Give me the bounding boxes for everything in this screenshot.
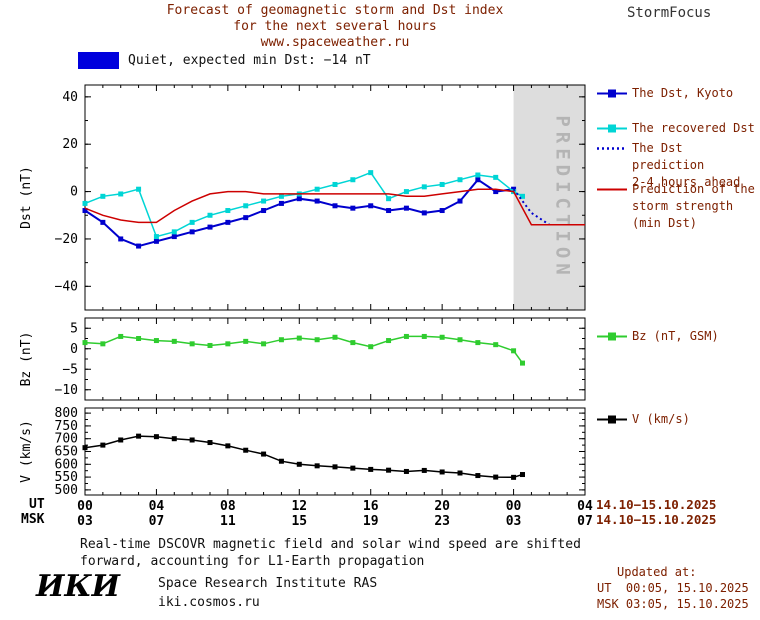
date-range-msk: 14.10−15.10.2025 (596, 512, 717, 527)
svg-text:00: 00 (77, 499, 93, 514)
legend-dst-prediction: The Dst prediction 2-4 hours ahead (597, 140, 760, 191)
svg-text:15: 15 (291, 514, 307, 529)
svg-text:19: 19 (363, 514, 379, 529)
title-line-1: Forecast of geomagnetic storm and Dst in… (166, 3, 504, 18)
svg-text:07: 07 (577, 514, 593, 529)
svg-text:550: 550 (55, 470, 78, 485)
svg-text:−40: −40 (55, 279, 78, 294)
svg-text:03: 03 (506, 514, 522, 529)
svg-text:07: 07 (149, 514, 165, 529)
svg-text:20: 20 (62, 137, 78, 152)
svg-text:08: 08 (220, 499, 236, 514)
series-marker-square-icon (597, 124, 627, 133)
series-marker-dotted-icon (597, 147, 627, 150)
svg-text:20: 20 (434, 499, 450, 514)
series-marker-square-icon (597, 332, 627, 341)
date-range-ut: 14.10−15.10.2025 (596, 497, 717, 512)
svg-text:11: 11 (220, 514, 236, 529)
svg-text:0: 0 (70, 185, 78, 200)
page-title: Forecast of geomagnetic storm and Dst in… (85, 3, 585, 51)
institute-url: iki.cosmos.ru (158, 595, 260, 610)
legend-label: The Dst prediction (632, 141, 705, 172)
ut-axis-header: UT (29, 497, 45, 512)
bz-panel: 5 0 −5 −10 Bz (nT) (19, 317, 586, 401)
footnote-line-2: forward, accounting for L1-Earth propaga… (80, 554, 425, 569)
legend-label: The recovered Dst (632, 121, 755, 135)
svg-text:600: 600 (55, 457, 78, 472)
legend-label: Bz (nT, GSM) (632, 329, 719, 343)
svg-text:650: 650 (55, 445, 78, 460)
legend-label: V (km/s) (632, 412, 690, 426)
legend-recovered-dst: The recovered Dst (597, 120, 755, 137)
status-text: Quiet, expected min Dst: −14 nT (128, 53, 371, 68)
svg-text:−5: −5 (62, 362, 78, 377)
site-url: www.spaceweather.ru (260, 35, 410, 50)
svg-text:03: 03 (77, 514, 93, 529)
svg-text:04: 04 (577, 499, 593, 514)
quiet-level-swatch-icon (78, 52, 119, 69)
title-line-2: for the next several hours (233, 19, 437, 34)
svg-text:0: 0 (70, 342, 78, 357)
status-row: Quiet, expected min Dst: −14 nT (78, 52, 371, 69)
footnote-line-1: Real-time DSCOVR magnetic field and sola… (80, 537, 581, 552)
legend-v: V (km/s) (597, 411, 690, 428)
updated-at-label: Updated at: (617, 565, 697, 579)
legend-label: (min Dst) (632, 216, 698, 230)
legend-bz: Bz (nT, GSM) (597, 328, 719, 345)
svg-text:Dst (nT): Dst (nT) (19, 166, 34, 229)
legend-label: storm strength (632, 199, 734, 213)
institute-name: Space Research Institute RAS (158, 576, 378, 591)
svg-text:800: 800 (55, 406, 78, 421)
legend-dst-kyoto: The Dst, Kyoto (597, 85, 733, 102)
legend-label: The Dst, Kyoto (632, 86, 734, 100)
legend-label: 2-4 hours ahead (632, 175, 741, 189)
legend-storm-strength: Prediction of the storm strength (min Ds… (597, 181, 755, 232)
updated-at-msk: MSK 03:05, 15.10.2025 (597, 597, 749, 611)
series-marker-square-icon (597, 415, 627, 424)
svg-text:Bz (nT): Bz (nT) (19, 332, 34, 387)
brand-stormfocus: StormFocus (627, 5, 712, 21)
svg-text:00: 00 (506, 499, 522, 514)
svg-text:700: 700 (55, 432, 78, 447)
svg-text:5: 5 (70, 321, 78, 336)
legend-label: Prediction of the (632, 182, 755, 196)
svg-text:750: 750 (55, 419, 78, 434)
svg-text:500: 500 (55, 483, 78, 498)
svg-text:PREDICTION: PREDICTION (551, 115, 573, 279)
svg-text:V (km/s): V (km/s) (19, 420, 34, 483)
svg-text:23: 23 (434, 514, 450, 529)
svg-text:40: 40 (62, 90, 78, 105)
svg-text:12: 12 (291, 499, 307, 514)
svg-text:−10: −10 (55, 383, 78, 398)
svg-text:04: 04 (149, 499, 165, 514)
series-marker-line-icon (597, 188, 627, 191)
svg-text:16: 16 (363, 499, 379, 514)
series-marker-square-icon (597, 89, 627, 98)
dst-panel: PREDICTION 40 20 0 −20 −40 Dst (nT) (19, 84, 586, 311)
updated-at-ut: UT 00:05, 15.10.2025 (597, 581, 749, 595)
iki-logo: ИКИ (36, 569, 120, 604)
svg-text:−20: −20 (55, 232, 78, 247)
msk-axis-header: MSK (21, 512, 45, 527)
